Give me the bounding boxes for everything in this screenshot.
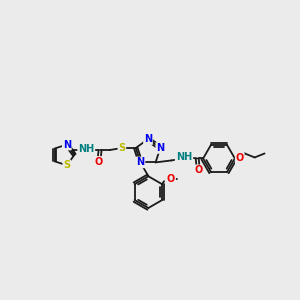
Text: NH: NH bbox=[176, 152, 192, 162]
Text: O: O bbox=[236, 153, 244, 164]
Text: N: N bbox=[144, 134, 152, 144]
Text: S: S bbox=[63, 160, 70, 170]
Text: NH: NH bbox=[78, 144, 94, 154]
Text: O: O bbox=[167, 174, 175, 184]
Text: H: H bbox=[179, 154, 187, 163]
Text: N: N bbox=[176, 154, 183, 163]
Text: O: O bbox=[95, 157, 103, 167]
Text: S: S bbox=[118, 143, 125, 153]
Text: O: O bbox=[194, 165, 202, 175]
Text: N: N bbox=[156, 143, 164, 153]
Text: N: N bbox=[63, 140, 71, 150]
Text: N: N bbox=[136, 158, 145, 167]
